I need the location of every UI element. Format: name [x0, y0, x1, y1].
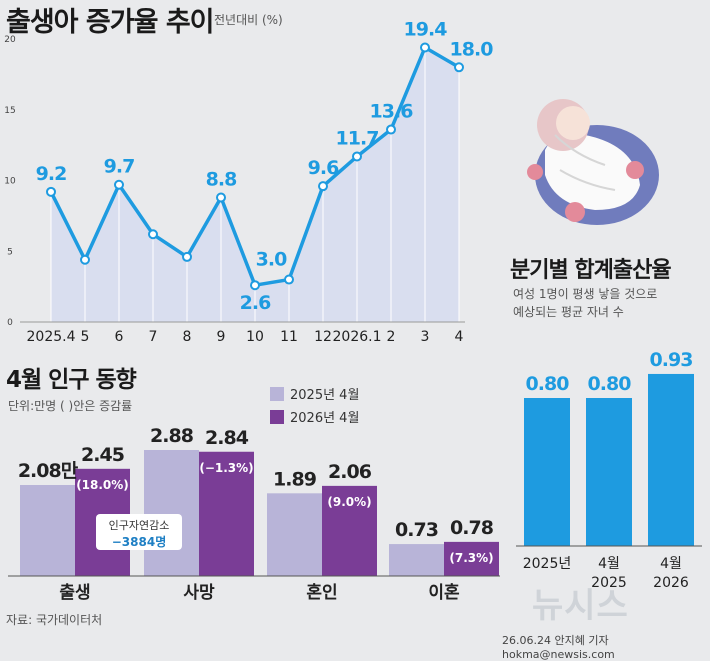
legend-label-2026: 2026년 4월 — [290, 411, 360, 426]
data-point — [114, 179, 124, 190]
change-label: (9.0%) — [327, 495, 371, 509]
tfr-subtitle-line1: 여성 1명이 평생 낳을 것으로 — [513, 287, 658, 301]
data-point — [386, 124, 396, 135]
baby-illustration — [527, 99, 659, 225]
bar-2025 — [267, 493, 322, 576]
data-point — [216, 192, 226, 203]
tfr-bar — [524, 398, 570, 546]
x-tick-label: 7 — [149, 329, 158, 345]
tfr-bar — [648, 373, 694, 546]
legend-swatch-2026 — [270, 409, 284, 424]
data-point — [318, 181, 328, 192]
bar-2025 — [20, 485, 75, 576]
data-label: 9.2 — [36, 163, 67, 185]
x-tick-label: 5 — [81, 329, 90, 345]
x-tick-label: 2025.4 — [27, 329, 76, 345]
tfr-value-label: 0.80 — [588, 373, 632, 395]
data-label: 11.7 — [336, 127, 379, 149]
callout-value: −3884명 — [111, 535, 167, 549]
value-label-2026: 2.84 — [205, 427, 249, 449]
data-label: 9.7 — [104, 156, 135, 178]
natural-decrease-callout: 인구자연감소 −3884명 — [96, 514, 182, 550]
legend-swatch-2025 — [270, 386, 284, 401]
y-tick-label: 10 — [4, 177, 16, 187]
bar-2026 — [322, 485, 377, 576]
bar-2025 — [144, 450, 199, 576]
legend-label-2025: 2025년 4월 — [290, 388, 360, 403]
legend-2025: 2025년 4월 — [270, 383, 359, 403]
population-unit-note: 단위:만명 ( )안은 증감률 — [8, 399, 133, 413]
category-label: 출생 — [59, 583, 90, 603]
bar-2025 — [389, 544, 444, 576]
x-tick-label: 3 — [421, 329, 430, 345]
tfr-title: 분기별 합계출산율 — [510, 258, 672, 283]
data-point — [454, 62, 464, 73]
data-point — [250, 280, 260, 291]
x-tick-label: 2 — [387, 329, 396, 345]
data-point — [148, 229, 158, 240]
tfr-category-label: 2026 — [653, 575, 689, 591]
bar-2026 — [199, 451, 254, 576]
tfr-value-label: 0.80 — [526, 373, 570, 395]
y-tick-label: 5 — [7, 247, 13, 257]
y-tick-label: 20 — [4, 35, 16, 45]
data-label: 19.4 — [404, 18, 448, 40]
x-tick-label: 12 — [314, 329, 332, 345]
data-label: 8.8 — [206, 168, 237, 190]
data-point — [352, 151, 362, 162]
y-tick-label: 15 — [4, 106, 15, 116]
source-note: 자료: 국가데이터처 — [6, 613, 103, 627]
bar-2026 — [444, 541, 499, 576]
population-title: 4월 인구 동향 — [6, 367, 137, 393]
change-label: (18.0%) — [76, 478, 129, 492]
change-label: (7.3%) — [449, 551, 493, 565]
credit-line: 26.06.24 안지혜 기자 hokma@newsis.com — [502, 634, 615, 661]
data-label: 13.6 — [370, 101, 414, 123]
legend-2026: 2026년 4월 — [270, 406, 359, 426]
x-tick-label: 6 — [115, 329, 124, 345]
callout-label: 인구자연감소 — [108, 519, 170, 532]
value-label-2025: 1.89 — [273, 468, 316, 490]
data-point — [46, 186, 56, 197]
x-tick-label: 8 — [183, 329, 192, 345]
tfr-category-label: 2025년 — [523, 556, 572, 572]
data-label: 3.0 — [256, 249, 287, 271]
y-tick-label: 0 — [7, 318, 13, 328]
value-label-2025: 2.88 — [150, 425, 194, 447]
tfr-category-label: 4월 — [598, 556, 620, 572]
x-tick-label: 9 — [217, 329, 226, 345]
change-label: (−1.3%) — [199, 461, 253, 475]
tfr-value-label: 0.93 — [650, 349, 693, 371]
unit-note: 전년대비 (%) — [214, 13, 283, 27]
data-label: 9.6 — [308, 157, 339, 179]
value-label-2025: 2.08만 — [18, 460, 79, 482]
tfr-category-label: 2025 — [591, 575, 627, 591]
x-tick-label: 2026.1 — [333, 329, 382, 345]
value-label-2026: 2.45 — [81, 444, 124, 466]
category-label: 혼인 — [306, 582, 337, 603]
value-label-2026: 0.78 — [450, 517, 494, 539]
data-point — [182, 251, 192, 262]
data-label: 2.6 — [240, 292, 271, 314]
chart-title: 출생아 증가율 추이 — [6, 7, 215, 38]
data-label: 18.0 — [450, 38, 494, 60]
data-point — [284, 274, 294, 285]
x-tick-label: 10 — [246, 329, 264, 345]
category-label: 이혼 — [428, 582, 460, 603]
tfr-bar — [586, 398, 632, 546]
category-label: 사망 — [183, 583, 215, 603]
value-label-2025: 0.73 — [395, 519, 438, 541]
data-point — [80, 254, 90, 265]
value-label-2026: 2.06 — [328, 461, 372, 483]
x-tick-label: 4 — [455, 329, 464, 345]
data-point — [420, 42, 430, 53]
newsis-logo: 뉴시스 — [532, 586, 629, 626]
tfr-category-label: 4월 — [660, 556, 682, 572]
tfr-subtitle-line2: 예상되는 평균 자녀 수 — [513, 305, 624, 319]
x-tick-label: 11 — [280, 329, 298, 345]
